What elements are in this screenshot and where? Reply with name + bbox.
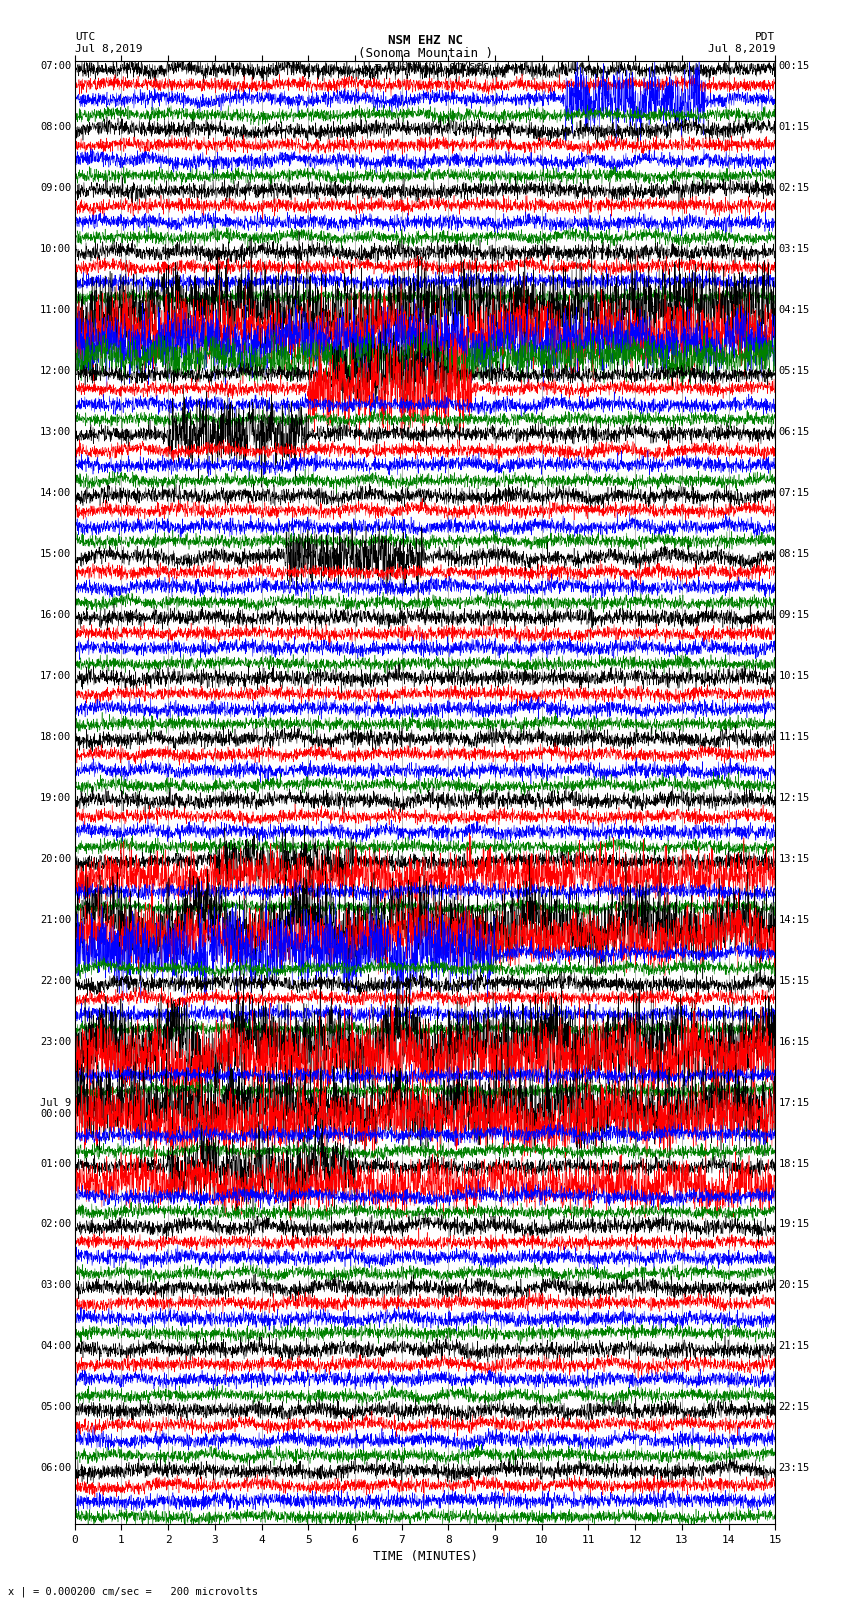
Text: 22:00: 22:00: [40, 976, 71, 986]
Text: PDT
Jul 8,2019: PDT Jul 8,2019: [708, 32, 775, 53]
Text: NSM EHZ NC: NSM EHZ NC: [388, 34, 462, 47]
Text: 07:15: 07:15: [779, 489, 810, 498]
Text: 02:15: 02:15: [779, 184, 810, 194]
Text: 10:00: 10:00: [40, 244, 71, 255]
Text: 08:00: 08:00: [40, 123, 71, 132]
Text: 19:00: 19:00: [40, 794, 71, 803]
Text: 23:00: 23:00: [40, 1037, 71, 1047]
Text: 16:00: 16:00: [40, 610, 71, 619]
Text: 12:00: 12:00: [40, 366, 71, 376]
Text: 17:00: 17:00: [40, 671, 71, 681]
Text: 05:15: 05:15: [779, 366, 810, 376]
Text: 14:15: 14:15: [779, 915, 810, 924]
Text: 04:15: 04:15: [779, 305, 810, 315]
Text: 22:15: 22:15: [779, 1402, 810, 1413]
Text: 09:00: 09:00: [40, 184, 71, 194]
Text: 07:00: 07:00: [40, 61, 71, 71]
Text: 15:15: 15:15: [779, 976, 810, 986]
Text: 04:00: 04:00: [40, 1342, 71, 1352]
Text: 13:15: 13:15: [779, 853, 810, 863]
Text: 23:15: 23:15: [779, 1463, 810, 1473]
Text: 13:00: 13:00: [40, 427, 71, 437]
Text: (Sonoma Mountain ): (Sonoma Mountain ): [358, 47, 492, 60]
Text: 06:00: 06:00: [40, 1463, 71, 1473]
Text: 21:00: 21:00: [40, 915, 71, 924]
Text: 14:00: 14:00: [40, 489, 71, 498]
Text: 16:15: 16:15: [779, 1037, 810, 1047]
Text: 11:00: 11:00: [40, 305, 71, 315]
Text: 00:15: 00:15: [779, 61, 810, 71]
Text: 17:15: 17:15: [779, 1097, 810, 1108]
Text: I = 0.000200 cm/sec: I = 0.000200 cm/sec: [361, 61, 489, 71]
Text: 03:15: 03:15: [779, 244, 810, 255]
X-axis label: TIME (MINUTES): TIME (MINUTES): [372, 1550, 478, 1563]
Text: 19:15: 19:15: [779, 1219, 810, 1229]
Text: 18:15: 18:15: [779, 1158, 810, 1168]
Text: 11:15: 11:15: [779, 732, 810, 742]
Text: 12:15: 12:15: [779, 794, 810, 803]
Text: 15:00: 15:00: [40, 548, 71, 560]
Text: 09:15: 09:15: [779, 610, 810, 619]
Text: 05:00: 05:00: [40, 1402, 71, 1413]
Text: 10:15: 10:15: [779, 671, 810, 681]
Text: 06:15: 06:15: [779, 427, 810, 437]
Text: 18:00: 18:00: [40, 732, 71, 742]
Text: 21:15: 21:15: [779, 1342, 810, 1352]
Text: 20:00: 20:00: [40, 853, 71, 863]
Text: 20:15: 20:15: [779, 1281, 810, 1290]
Text: 01:15: 01:15: [779, 123, 810, 132]
Text: Jul 9
00:00: Jul 9 00:00: [40, 1097, 71, 1119]
Text: 01:00: 01:00: [40, 1158, 71, 1168]
Text: 08:15: 08:15: [779, 548, 810, 560]
Text: x | = 0.000200 cm/sec =   200 microvolts: x | = 0.000200 cm/sec = 200 microvolts: [8, 1586, 258, 1597]
Text: 02:00: 02:00: [40, 1219, 71, 1229]
Text: 03:00: 03:00: [40, 1281, 71, 1290]
Text: UTC
Jul 8,2019: UTC Jul 8,2019: [75, 32, 142, 53]
